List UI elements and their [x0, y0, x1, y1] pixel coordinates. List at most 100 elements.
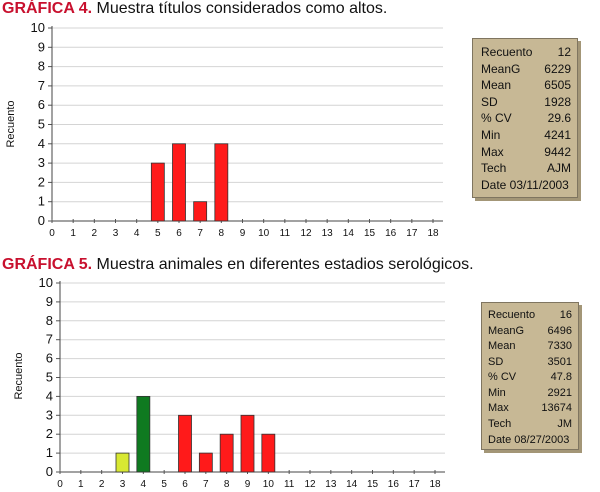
stat-row: Tech AJM: [481, 160, 571, 177]
stat-key: SD: [481, 94, 498, 109]
y-tick-label: 6: [38, 97, 45, 112]
stat-key: Recuento: [481, 45, 533, 59]
stat-value: 13674: [541, 402, 572, 414]
stat-value: AJM: [547, 161, 571, 176]
stat-key: Max: [488, 402, 509, 414]
x-tick-label: 16: [388, 479, 400, 490]
stat-key: MeanG: [488, 324, 525, 337]
stat-row: Mean 6505: [481, 77, 571, 94]
stat-key: Mean: [481, 78, 512, 93]
stat-value: 1928: [544, 94, 571, 109]
y-tick-label: 7: [46, 332, 53, 347]
x-tick-label: 17: [409, 479, 421, 490]
y-tick-label: 2: [46, 426, 53, 441]
y-axis-label: Recuento: [5, 100, 17, 147]
figure-heading: GRÁFICA 4. Muestra títulos considerados …: [2, 0, 387, 18]
stat-key: MeanG: [481, 61, 521, 76]
stat-value: JM: [557, 417, 572, 430]
bar: [136, 395, 151, 473]
stat-value: 3501: [547, 355, 572, 368]
stat-row: Max 9442: [481, 144, 571, 161]
figure-block-5: GRÁFICA 5. Muestra animales en diferente…: [0, 254, 600, 492]
stat-value: 4241: [544, 127, 571, 142]
x-tick-label: 13: [322, 228, 334, 239]
x-tick-label: 13: [325, 479, 337, 490]
figure-label: GRÁFICA 4.: [2, 0, 93, 17]
bar: [178, 414, 192, 473]
y-tick-label: 5: [46, 370, 53, 385]
figure-label: GRÁFICA 5.: [2, 256, 93, 273]
x-tick-label: 9: [245, 479, 251, 490]
bar: [193, 201, 208, 222]
y-tick-label: 8: [46, 313, 53, 328]
stat-row: % CV 29.6: [481, 110, 571, 127]
y-tick-label: 5: [38, 117, 45, 132]
stat-value: 12: [557, 45, 571, 59]
stat-row: Recuento 12: [481, 44, 571, 61]
x-tick-label: 0: [57, 479, 63, 490]
y-tick-label: 7: [38, 78, 45, 93]
bar: [214, 143, 229, 222]
stat-value: 29.6: [547, 111, 571, 126]
stats-panel: Recuento 12 MeanG 6229 Mean 6505 SD 1928 % CV 29.…: [472, 38, 578, 198]
y-tick-label: 2: [38, 174, 45, 189]
bar: [240, 414, 255, 473]
stat-value: 6229: [544, 61, 571, 76]
stat-key: Recuento: [488, 309, 536, 321]
figure-caption: Muestra títulos considerados como altos.: [96, 0, 388, 17]
x-tick-label: 6: [182, 479, 188, 490]
y-axis-label: Recuento: [13, 352, 25, 399]
stat-row: Min 2921: [488, 386, 572, 402]
y-tick-label: 10: [31, 20, 45, 35]
stat-key: Mean: [488, 340, 516, 352]
x-tick-label: 14: [346, 479, 358, 490]
y-tick-label: 10: [39, 275, 53, 290]
x-tick-label: 0: [49, 228, 55, 239]
stat-row: Mean 7330: [488, 339, 572, 355]
x-tick-label: 16: [385, 228, 397, 239]
y-tick-label: 6: [46, 351, 53, 366]
y-tick-label: 4: [46, 388, 53, 403]
y-tick-label: 1: [46, 445, 53, 460]
x-tick-label: 10: [263, 479, 275, 490]
stat-row: % CV 47.8: [488, 370, 572, 386]
y-tick-label: 0: [46, 464, 53, 479]
x-tick-label: 2: [92, 228, 98, 239]
x-tick-label: 7: [203, 479, 209, 490]
x-tick-label: 9: [240, 228, 246, 239]
stat-row: MeanG 6496: [488, 324, 572, 340]
stat-key: Min: [488, 386, 506, 399]
stat-value: 2921: [547, 386, 572, 399]
stat-key: Tech: [481, 161, 507, 176]
x-tick-label: 2: [99, 479, 105, 490]
stat-row: SD 3501: [488, 355, 572, 371]
stat-value: 6505: [544, 78, 571, 93]
stat-date: Date 08/27/2003: [488, 434, 570, 446]
stat-row: MeanG 6229: [481, 61, 571, 78]
stat-row: Recuento 16: [488, 308, 572, 324]
stat-key: % CV: [481, 111, 512, 126]
x-tick-label: 5: [155, 228, 161, 239]
stat-key: % CV: [488, 371, 517, 383]
x-tick-label: 18: [427, 228, 439, 239]
bar: [198, 452, 213, 473]
y-tick-label: 8: [38, 59, 45, 74]
x-tick-label: 8: [219, 228, 225, 239]
figure-block-4: GRÁFICA 4. Muestra títulos considerados …: [2, 0, 578, 239]
x-tick-label: 5: [161, 479, 167, 490]
x-tick-label: 3: [113, 228, 119, 239]
y-tick-label: 3: [38, 155, 45, 170]
stat-key: SD: [488, 355, 504, 368]
y-tick-label: 3: [46, 407, 53, 422]
x-tick-label: 8: [224, 479, 230, 490]
stat-value: 9442: [544, 144, 571, 159]
x-tick-label: 15: [364, 228, 376, 239]
bar: [261, 433, 276, 473]
x-tick-label: 11: [280, 228, 291, 239]
x-tick-label: 1: [70, 228, 76, 239]
y-tick-label: 9: [46, 294, 53, 309]
x-tick-label: 4: [134, 228, 140, 239]
figure-caption: Muestra animales en diferentes estadios …: [96, 256, 474, 273]
